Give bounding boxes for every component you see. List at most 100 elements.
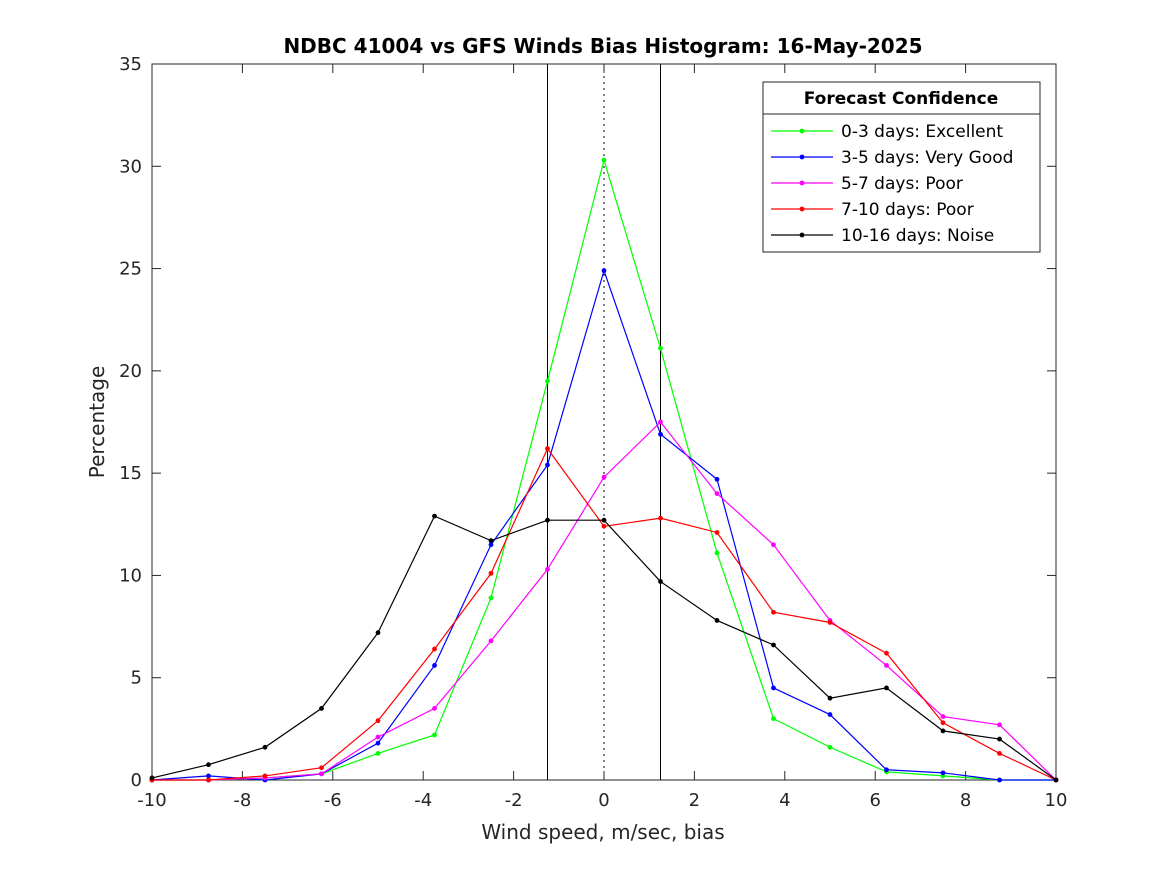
data-point — [432, 706, 437, 711]
data-point — [658, 431, 663, 437]
data-point — [375, 751, 381, 756]
legend-label: 5-7 days: Poor — [841, 174, 963, 194]
data-point — [488, 570, 494, 576]
data-point — [884, 650, 889, 656]
y-tick-label: 35 — [119, 54, 142, 75]
data-point — [714, 476, 720, 482]
data-point — [997, 722, 1002, 728]
data-point — [771, 642, 776, 648]
legend-entry: 10-16 days: Noise — [771, 226, 994, 246]
legend-swatch-marker — [799, 180, 805, 186]
legend-entries: 0-3 days: Excellent 3-5 days: Very Good 5-… — [771, 122, 1013, 246]
data-point — [940, 720, 946, 726]
data-point — [827, 620, 833, 625]
data-point — [714, 550, 720, 556]
series-2 — [149, 419, 1059, 783]
y-tick-label: 10 — [119, 565, 142, 586]
data-point — [997, 736, 1002, 742]
data-point — [545, 517, 550, 523]
y-tick-label: 15 — [119, 463, 142, 484]
data-point — [545, 462, 550, 468]
data-point — [262, 773, 268, 779]
legend-label: 7-10 days: Poor — [841, 200, 974, 220]
data-point — [884, 685, 889, 691]
data-point — [488, 595, 494, 601]
data-point — [601, 474, 607, 480]
data-point — [319, 771, 324, 777]
data-point — [997, 777, 1002, 783]
data-point — [771, 685, 776, 691]
x-tick-label: -10 — [137, 790, 166, 811]
x-tick-label: 10 — [1045, 790, 1068, 811]
data-point — [714, 491, 720, 496]
y-tick-label: 0 — [131, 770, 142, 791]
data-point — [714, 530, 720, 535]
data-point — [432, 513, 437, 519]
legend-entry: 7-10 days: Poor — [771, 200, 974, 220]
legend-entry: 5-7 days: Poor — [771, 174, 963, 194]
data-point — [206, 762, 211, 768]
data-point — [771, 716, 776, 722]
series-4 — [149, 513, 1059, 783]
data-point — [658, 419, 663, 425]
data-point — [658, 515, 663, 521]
data-point — [375, 734, 381, 740]
data-point — [601, 157, 607, 163]
data-point — [432, 732, 437, 738]
data-point — [940, 714, 946, 719]
data-point — [601, 517, 607, 523]
legend-swatch-marker — [799, 154, 805, 160]
data-point — [149, 775, 155, 781]
data-point — [884, 663, 889, 668]
legend-label: 3-5 days: Very Good — [841, 148, 1013, 168]
legend-box — [762, 81, 1041, 253]
data-point — [940, 770, 946, 776]
legend-label: 0-3 days: Excellent — [841, 122, 1003, 142]
data-point — [375, 740, 381, 746]
data-point — [601, 523, 607, 529]
data-point — [432, 646, 437, 652]
data-point — [827, 695, 833, 701]
y-tick-label: 25 — [119, 259, 142, 280]
data-point — [601, 268, 607, 274]
y-tick-label: 5 — [131, 668, 142, 689]
data-point — [488, 638, 494, 644]
data-point — [545, 446, 550, 451]
x-tick-label: 0 — [598, 790, 609, 811]
data-point — [206, 777, 211, 783]
data-point — [658, 345, 663, 351]
legend-swatch-marker — [799, 206, 805, 212]
data-point — [714, 618, 720, 623]
data-point — [997, 751, 1002, 756]
data-point — [262, 744, 268, 750]
x-axis-label: Wind speed, m/sec, bias — [481, 820, 724, 844]
data-point — [488, 538, 494, 544]
legend: Forecast Confidence 0-3 days: Excellent 3… — [762, 81, 1041, 253]
x-tick-label: -4 — [414, 790, 432, 811]
data-point — [488, 542, 494, 548]
legend-entry: 3-5 days: Very Good — [771, 148, 1013, 168]
x-tick-label: -2 — [505, 790, 523, 811]
axis-ticks: -10 -8 -6 -4 -2 0 2 4 6 8 10 0 5 10 15 20 25 30 35 — [119, 54, 1067, 811]
legend-label: 10-16 days: Noise — [841, 226, 994, 246]
y-tick-label: 20 — [119, 361, 142, 382]
y-tick-label: 30 — [119, 156, 142, 177]
legend-swatch-marker — [799, 128, 805, 134]
x-tick-label: -8 — [233, 790, 251, 811]
x-tick-label: 6 — [869, 790, 880, 811]
data-point — [1053, 777, 1059, 783]
series-3 — [149, 446, 1059, 783]
data-point — [545, 566, 550, 572]
data-point — [771, 609, 776, 615]
data-point — [432, 663, 437, 668]
data-point — [940, 728, 946, 734]
data-point — [319, 765, 324, 771]
y-axis-label: Percentage — [85, 366, 109, 479]
legend-entry: 0-3 days: Excellent — [771, 122, 1003, 142]
x-tick-label: 8 — [960, 790, 971, 811]
data-point — [545, 378, 550, 384]
data-point — [658, 579, 663, 584]
data-point — [884, 767, 889, 773]
data-point — [771, 542, 776, 548]
